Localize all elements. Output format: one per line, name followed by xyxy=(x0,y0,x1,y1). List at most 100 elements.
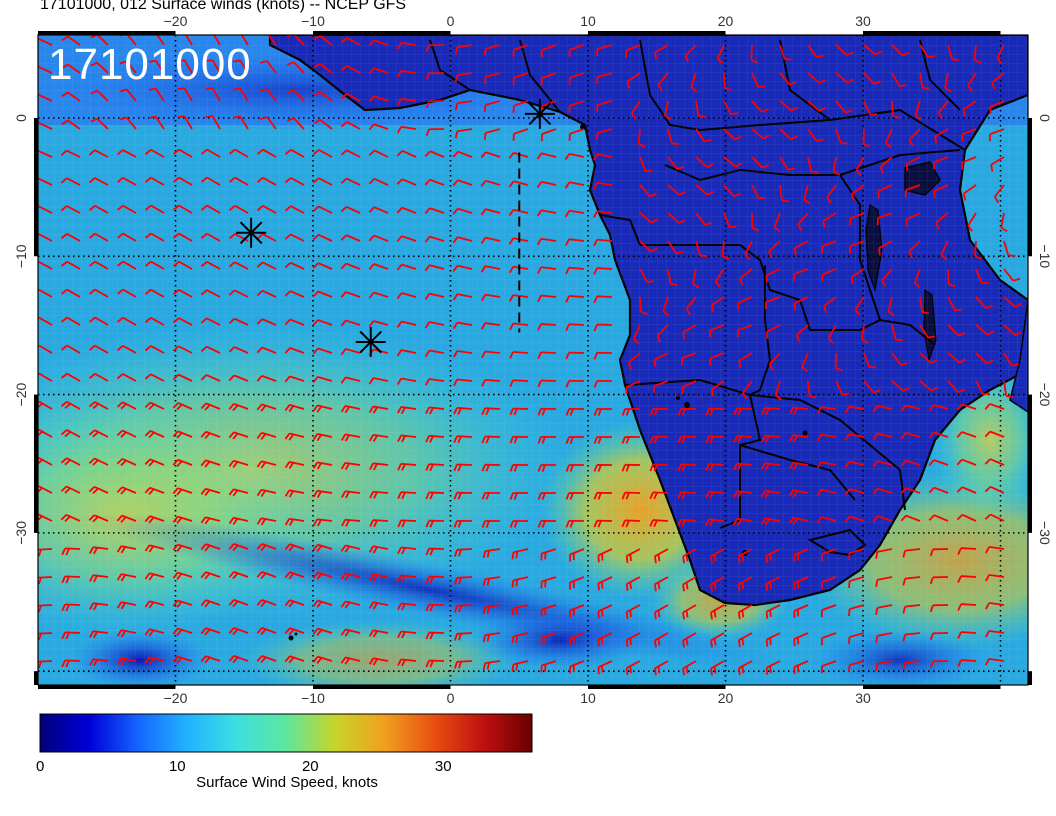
wind-barb xyxy=(621,519,641,528)
wind-barb xyxy=(821,268,837,282)
colorbar-tick-1: 10 xyxy=(168,758,186,775)
wind-barb xyxy=(737,296,753,310)
wind-barb xyxy=(680,352,697,366)
wind-barb xyxy=(879,156,893,174)
wind-barb xyxy=(60,457,81,466)
wind-barb xyxy=(38,485,53,494)
wind-barb xyxy=(172,260,193,270)
wind-barb xyxy=(228,599,249,608)
axis-bar-top xyxy=(38,31,176,35)
wind-barb xyxy=(684,44,697,63)
wind-barb xyxy=(200,543,221,552)
wind-barb xyxy=(863,352,877,369)
wind-barb xyxy=(368,320,389,328)
wind-barb xyxy=(61,91,81,102)
wind-barb xyxy=(761,462,781,471)
lon-tick-top: 20 xyxy=(718,13,734,29)
wind-barb xyxy=(38,205,53,214)
wind-barb xyxy=(454,604,473,613)
wind-barb xyxy=(116,401,137,410)
axis-tick-labels: −20 −20 −10 −10 0 0 10 10 20 20 30 30 0 0 −10 −10 −20 −20… xyxy=(13,13,1053,706)
wind-barb xyxy=(452,179,473,187)
wind-barb xyxy=(508,180,529,188)
wind-barb xyxy=(627,352,641,370)
wind-barb xyxy=(481,378,501,387)
wind-barb xyxy=(425,128,445,137)
wind-barb xyxy=(947,296,962,312)
wind-barb xyxy=(284,290,305,298)
wind-barb xyxy=(256,289,277,298)
wind-barb xyxy=(396,125,417,134)
wind-barb xyxy=(835,72,854,84)
wind-barb xyxy=(312,404,333,413)
wind-barb xyxy=(682,632,697,648)
wind-barb xyxy=(284,148,305,158)
wind-barb xyxy=(454,632,473,641)
wind-barb xyxy=(667,128,680,145)
wind-barb xyxy=(144,628,165,637)
wind-barb xyxy=(956,403,977,411)
wind-barb xyxy=(200,599,221,608)
wind-barb xyxy=(919,44,936,59)
wind-barb xyxy=(228,431,249,440)
wind-barb xyxy=(60,260,81,270)
wind-barb xyxy=(625,380,641,395)
wind-barb xyxy=(961,128,977,142)
wind-barb xyxy=(61,631,81,640)
wind-barb xyxy=(929,660,949,669)
wind-barb xyxy=(705,490,725,499)
wind-barb xyxy=(260,88,277,102)
wind-barb xyxy=(368,405,389,414)
wind-barb xyxy=(340,205,361,214)
wind-barb xyxy=(228,488,249,497)
wind-barb xyxy=(862,128,871,148)
wind-barb xyxy=(947,324,966,337)
wind-barb xyxy=(765,632,781,647)
wind-barb xyxy=(872,515,893,523)
wind-barb xyxy=(481,322,501,330)
wind-barb xyxy=(144,656,165,665)
wind-barb xyxy=(789,434,809,443)
wind-barb xyxy=(144,176,165,186)
wind-barb xyxy=(597,660,613,675)
wind-barb xyxy=(765,604,781,619)
wind-barb xyxy=(653,352,669,367)
wind-barb xyxy=(816,516,837,524)
wind-barb xyxy=(89,288,109,298)
wind-barb xyxy=(144,430,165,439)
wind-barb xyxy=(200,345,221,354)
wind-barb xyxy=(232,59,249,74)
wind-barb xyxy=(564,209,585,218)
wind-barb xyxy=(654,632,669,648)
lon-tick-top: −10 xyxy=(301,13,325,29)
wind-barb xyxy=(424,264,445,272)
wind-barb xyxy=(452,264,473,272)
wind-barb xyxy=(625,604,641,619)
wind-barb xyxy=(788,516,809,525)
wind-barb xyxy=(396,320,417,328)
wind-barb xyxy=(975,296,993,310)
wind-barb xyxy=(984,658,1005,666)
wind-barb xyxy=(710,576,725,592)
wind-barb xyxy=(38,548,53,557)
wind-barb xyxy=(425,378,445,386)
wind-barb xyxy=(284,318,305,326)
wind-barb xyxy=(540,72,557,86)
wind-barb xyxy=(732,517,753,526)
wind-barb xyxy=(60,400,81,410)
wind-barb xyxy=(340,291,361,298)
wind-barb xyxy=(820,576,837,590)
star-marker xyxy=(355,327,386,358)
wind-barb xyxy=(792,268,809,282)
wind-barb xyxy=(205,59,221,74)
wind-barb xyxy=(229,148,249,158)
wind-barb xyxy=(61,575,81,584)
wind-barb xyxy=(820,604,837,618)
axis-bar-left xyxy=(34,394,38,533)
wind-barb xyxy=(637,128,646,148)
map-frame-border xyxy=(37,34,1029,686)
lat-tick-left: −30 xyxy=(13,521,29,545)
wind-barb xyxy=(928,459,949,466)
wind-barb xyxy=(313,518,333,527)
wind-barb xyxy=(368,601,389,610)
